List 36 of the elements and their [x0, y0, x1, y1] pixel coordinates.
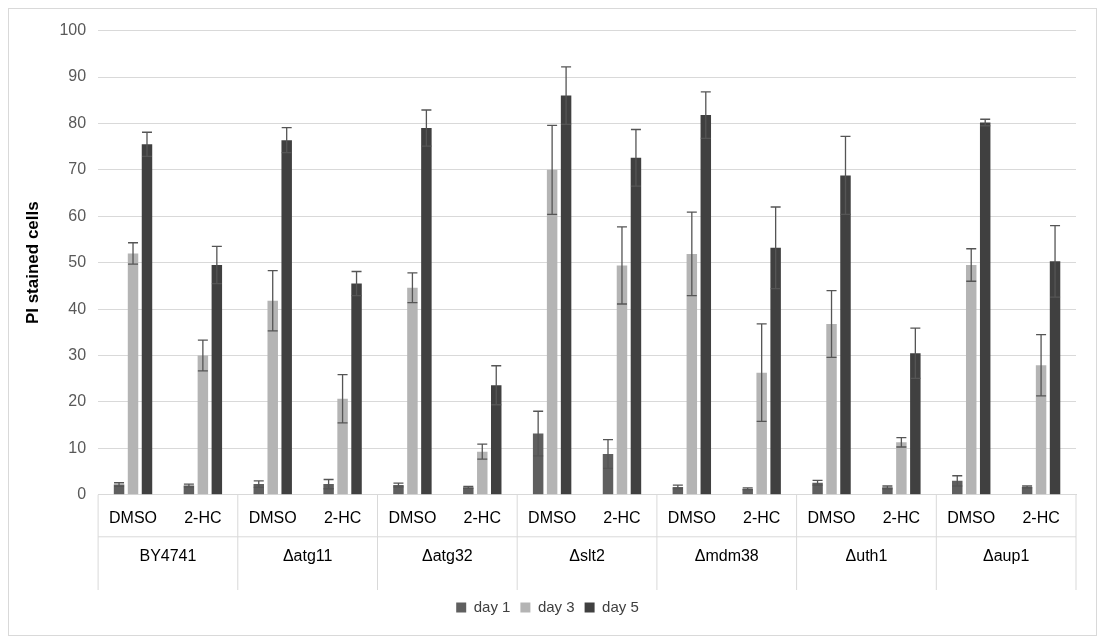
x-tick-label: 2-HC [743, 508, 781, 526]
legend-label: day 3 [537, 597, 575, 615]
y-tick-label: 50 [68, 253, 87, 271]
legend-label: day 1 [473, 597, 511, 615]
text: Δatg32 [421, 547, 473, 565]
x-tick-label: 2-HC [184, 508, 222, 526]
y-tick-label: 100 [59, 21, 87, 39]
x-tick-label: DMSO [388, 508, 437, 526]
x-tick-label: DMSO [248, 508, 297, 526]
x-tick-label: DMSO [807, 508, 856, 526]
text: Δaup1 [983, 547, 1030, 565]
text: Δslt2 [569, 547, 605, 565]
y-tick-label: 40 [68, 299, 87, 317]
text: BY4741 [139, 547, 197, 565]
y-tick-label: 90 [68, 67, 87, 85]
x-tick-label: 2-HC [463, 508, 501, 526]
x-tick-label: DMSO [667, 508, 716, 526]
x-tick-label: 2-HC [323, 508, 362, 526]
y-tick-label: 80 [68, 113, 87, 131]
text: Δatg11 [282, 547, 333, 565]
text: Δuth1 [845, 547, 888, 565]
x-tick-label: DMSO [947, 508, 996, 526]
y-tick-label: 20 [68, 392, 87, 410]
x-tick-label: 2-HC [603, 508, 641, 526]
x-tick-label: DMSO [528, 508, 577, 526]
y-tick-label: 60 [68, 206, 87, 224]
y-tick-label: 10 [68, 438, 87, 456]
y-tick-label: 70 [68, 160, 87, 178]
y-tick-label: 30 [68, 345, 87, 363]
y-axis-title: PI stained cells [22, 201, 42, 325]
y-tick-label: 0 [77, 485, 87, 503]
text: Δmdm38 [694, 547, 759, 565]
x-tick-label: 2-HC [1022, 508, 1060, 526]
x-tick-label: DMSO [109, 508, 158, 526]
legend-label: day 5 [602, 597, 639, 615]
x-tick-label: 2-HC [882, 508, 921, 526]
